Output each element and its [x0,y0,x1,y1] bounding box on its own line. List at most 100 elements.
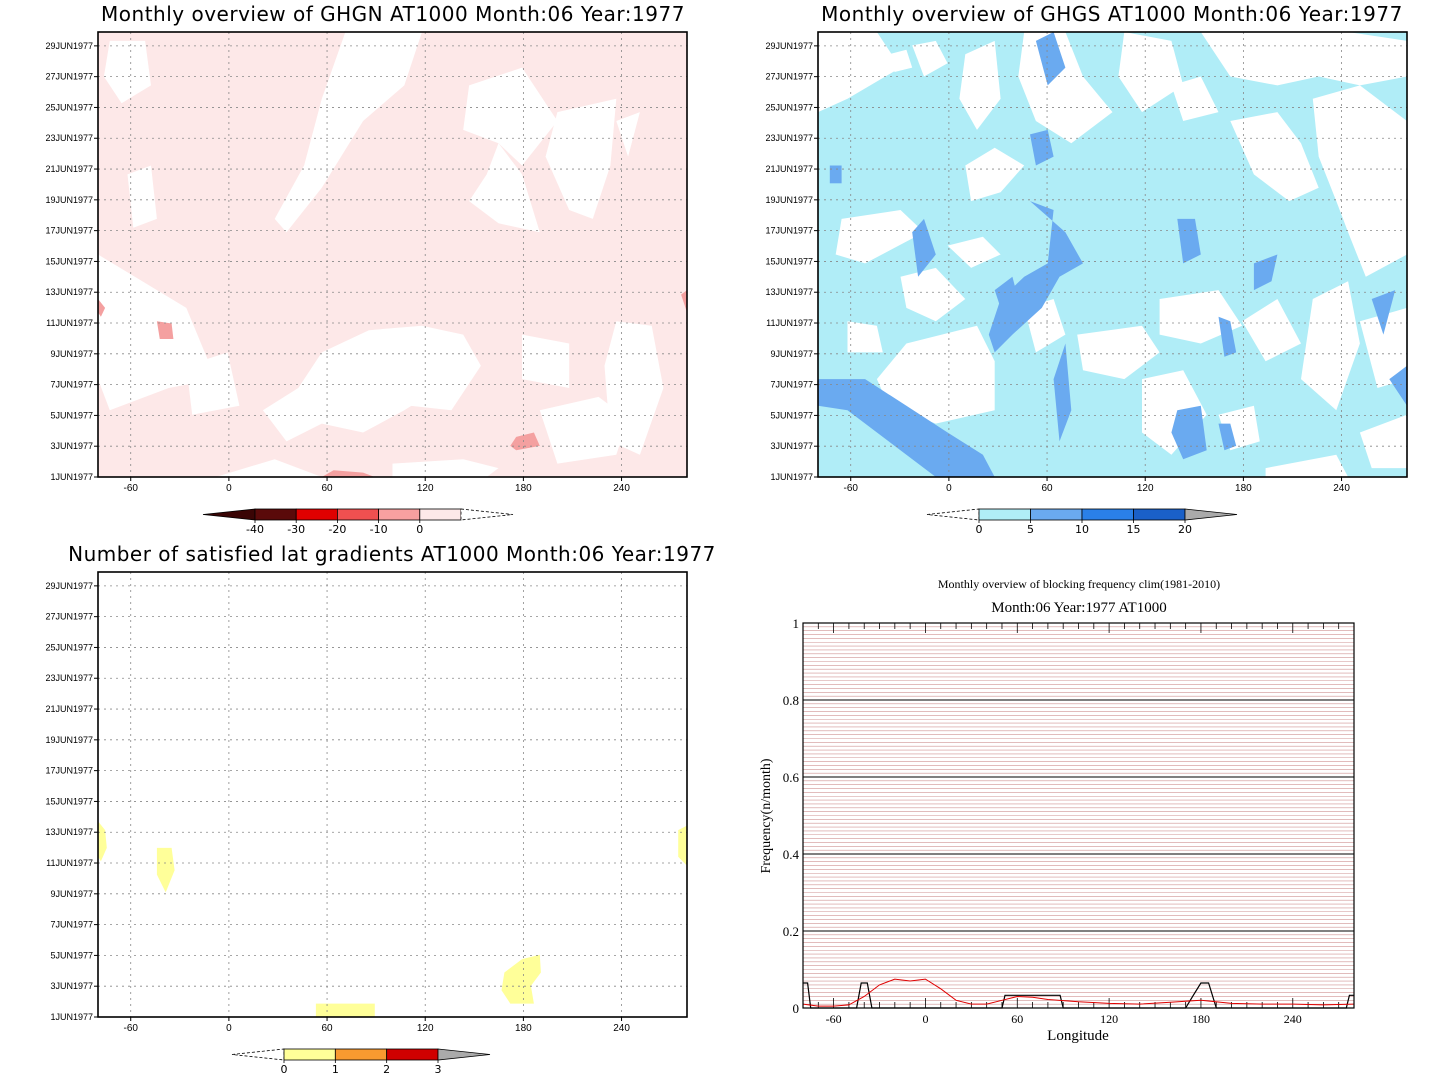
ghgn-white-region [215,459,322,477]
ghgs-medium-region [1218,423,1237,451]
ghgn-ytick-label: 9JUN1977 [50,349,93,359]
ghgs-white-region [1200,32,1407,86]
ghgs-white-region [835,210,924,264]
ghgs-white-region [1142,370,1207,455]
blocking-xtick-label: 240 [1284,1012,1302,1026]
ghgn-white-region [469,143,540,233]
ghgs-colorbar-segment [1133,508,1186,521]
ghgn-negative-patch [321,470,375,477]
ghgs-colorbar-label: 20 [1178,523,1192,536]
ghgs-ytick-label: 1JUN1977 [770,472,813,482]
blocking-ylabel: Frequency(n/month) [759,758,774,873]
ghgn-white-region [127,165,157,228]
ghgs-medium-region [1218,316,1237,357]
ghgs-white-region [1359,414,1407,469]
ghgn-ytick-label: 21JUN1977 [45,164,93,174]
blocking-subtitle: Month:06 Year:1977 AT1000 [991,600,1166,616]
ghgs-white-region [1301,281,1360,411]
ghgs-heatmap-panel: -60 0 60 120 180 240 1JUN1977 3JUN1977 5JUN1977 7… [765,31,1408,536]
climatology-series-line [802,978,1355,1007]
satisfied-heatmap-panel: -60 0 60 120 180 2401JUN19773JUN19775JUN19777… [45,571,688,1076]
sat-colorbar-left-tip [231,1048,285,1061]
ghgs-xtick-label: 240 [1333,483,1350,494]
ghgn-ytick-label: 15JUN1977 [45,256,93,266]
ghgs-white-region [965,147,1025,202]
sat-ytick-label: 11JUN1977 [46,858,93,868]
sat-xtick-label: 120 [417,1023,434,1034]
sat-ytick-label: 17JUN1977 [45,766,93,776]
ghgs-xtick-label: -60 [843,483,858,494]
ghgs-ytick-label: 19JUN1977 [765,195,813,205]
ghgs-colorbar-label: 15 [1127,523,1141,536]
ghgn-white-region [545,98,617,219]
ghgn-ytick-label: 29JUN1977 [45,41,93,51]
ghgn-white-region [463,67,558,166]
ghgs-white-region [847,321,883,353]
sat-ytick-label: 15JUN1977 [45,796,93,806]
ghgn-heatmap-panel: -60 0 60 120 180 240 1JUN1977 3JUN1977 5JUN1977 7… [45,31,688,536]
ghgs-colorbar-left-tip [926,508,980,521]
ghgs-xtick-label: 120 [1137,483,1154,494]
ghgs-medium-region [1389,365,1407,406]
sat-ytick-label: 21JUN1977 [45,704,93,714]
ghgn-ytick-label: 7JUN1977 [50,380,93,390]
ghgn-colorbar-segment [378,508,421,521]
ghgn-negative-patch [156,321,174,339]
sat-ytick-label: 19JUN1977 [45,735,93,745]
ghgs-medium-region [1053,343,1072,442]
sat-region [315,1003,375,1017]
ghgn-xtick-label: 60 [321,483,333,494]
ghgn-negative-patch [510,432,540,451]
ghgs-colorbar-segment [1081,508,1134,521]
ghgn-ytick-label: 27JUN1977 [45,72,93,82]
blocking-xtick-label: 60 [1011,1012,1023,1026]
blocking-ytick-label: 0 [793,1001,800,1016]
ghgs-white-region [1265,454,1349,477]
ghgs-medium-region [818,379,995,477]
ghgs-white-region [888,49,913,72]
ghgs-colorbar-segment [1030,508,1083,521]
ghgn-white-region [98,254,216,411]
ghgn-colorbar-segment [254,508,297,521]
ghgn-xtick-label: -60 [123,483,138,494]
ghgn-xtick-label: 120 [417,483,434,494]
sat-ytick-label: 27JUN1977 [45,612,93,622]
sat-region [678,825,687,866]
ghgs-ytick-label: 27JUN1977 [765,72,813,82]
ghgn-colorbar-segment [295,508,338,521]
ghgs-title: Monthly overview of GHGS AT1000 Month:06… [821,2,1403,26]
ghgn-white-region [539,396,629,464]
ghgn-white-region [522,334,570,388]
sat-colorbar-label: 3 [435,1063,442,1076]
blocking-xtick-label: 180 [1192,1012,1210,1026]
sat-ytick-label: 3JUN1977 [50,981,93,991]
ghgs-medium-region [1035,32,1066,86]
sat-xtick-label: 180 [515,1023,532,1034]
ghgn-negative-patch [98,299,106,317]
ghgn-colorbar-left-tip [202,508,256,521]
blocking-xlabel: Longitude [1047,1028,1109,1044]
blocking-ytick-label: 1 [793,616,800,631]
ghgs-ytick-label: 23JUN1977 [765,133,813,143]
blocking-frame [802,622,1355,1009]
ghgs-frame [817,31,1408,478]
sat-ytick-label: 23JUN1977 [45,673,93,683]
ghgs-white-region [818,32,901,113]
ghgn-colorbar-right-tip [460,508,514,521]
sat-ytick-label: 9JUN1977 [50,889,93,899]
blocking-xtick-label: 0 [922,1012,928,1026]
sat-region [501,954,541,1004]
ghgn-colorbar-label: -30 [287,523,305,536]
ghgs-medium-region [1371,290,1396,335]
blocking-frequency-panel: 0 0.2 0.4 0.6 0.8 1 -60 0 60 120 180 240 [783,616,1355,1026]
sat-colorbar-label: 1 [332,1063,339,1076]
ghgs-ytick-label: 15JUN1977 [765,256,813,266]
ghgs-white-region [1230,112,1319,202]
ghgs-colorbar-label: 0 [976,523,983,536]
blocking-ytick-label: 0.2 [783,924,799,939]
blocking-xtick-label: 120 [1100,1012,1118,1026]
ghgs-white-region [1359,307,1407,388]
ghgs-white-region [900,267,966,322]
sat-colorbar-segment [386,1048,439,1061]
